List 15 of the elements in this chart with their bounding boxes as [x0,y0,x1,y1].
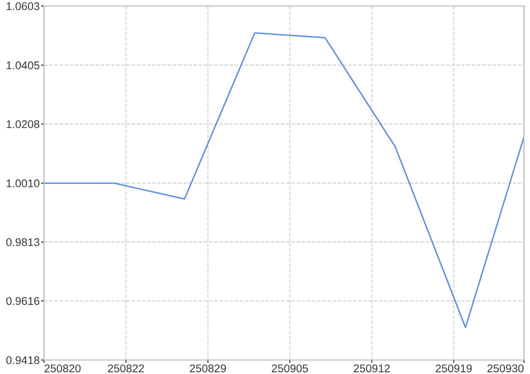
y-tick-label: 0.9813 [6,238,40,246]
y-tick-label: 1.0208 [6,120,40,128]
x-tick-label: 250919 [436,364,472,372]
y-tick-label: 0.9616 [6,297,40,305]
y-tick-label: 1.0405 [6,61,40,70]
x-tick-label: 250822 [108,364,144,372]
x-tick-label: 250820 [44,364,81,372]
y-tick-label: 0.9418 [6,356,40,364]
x-tick-label: 250912 [354,364,390,372]
x-tick-label: 250930 [487,364,524,372]
y-tick-label: 1.0603 [6,2,40,10]
y-tick-label: 1.0010 [6,179,40,188]
x-tick-label: 250905 [272,364,308,372]
line-series [44,32,524,328]
x-tick-label: 250829 [190,364,226,372]
